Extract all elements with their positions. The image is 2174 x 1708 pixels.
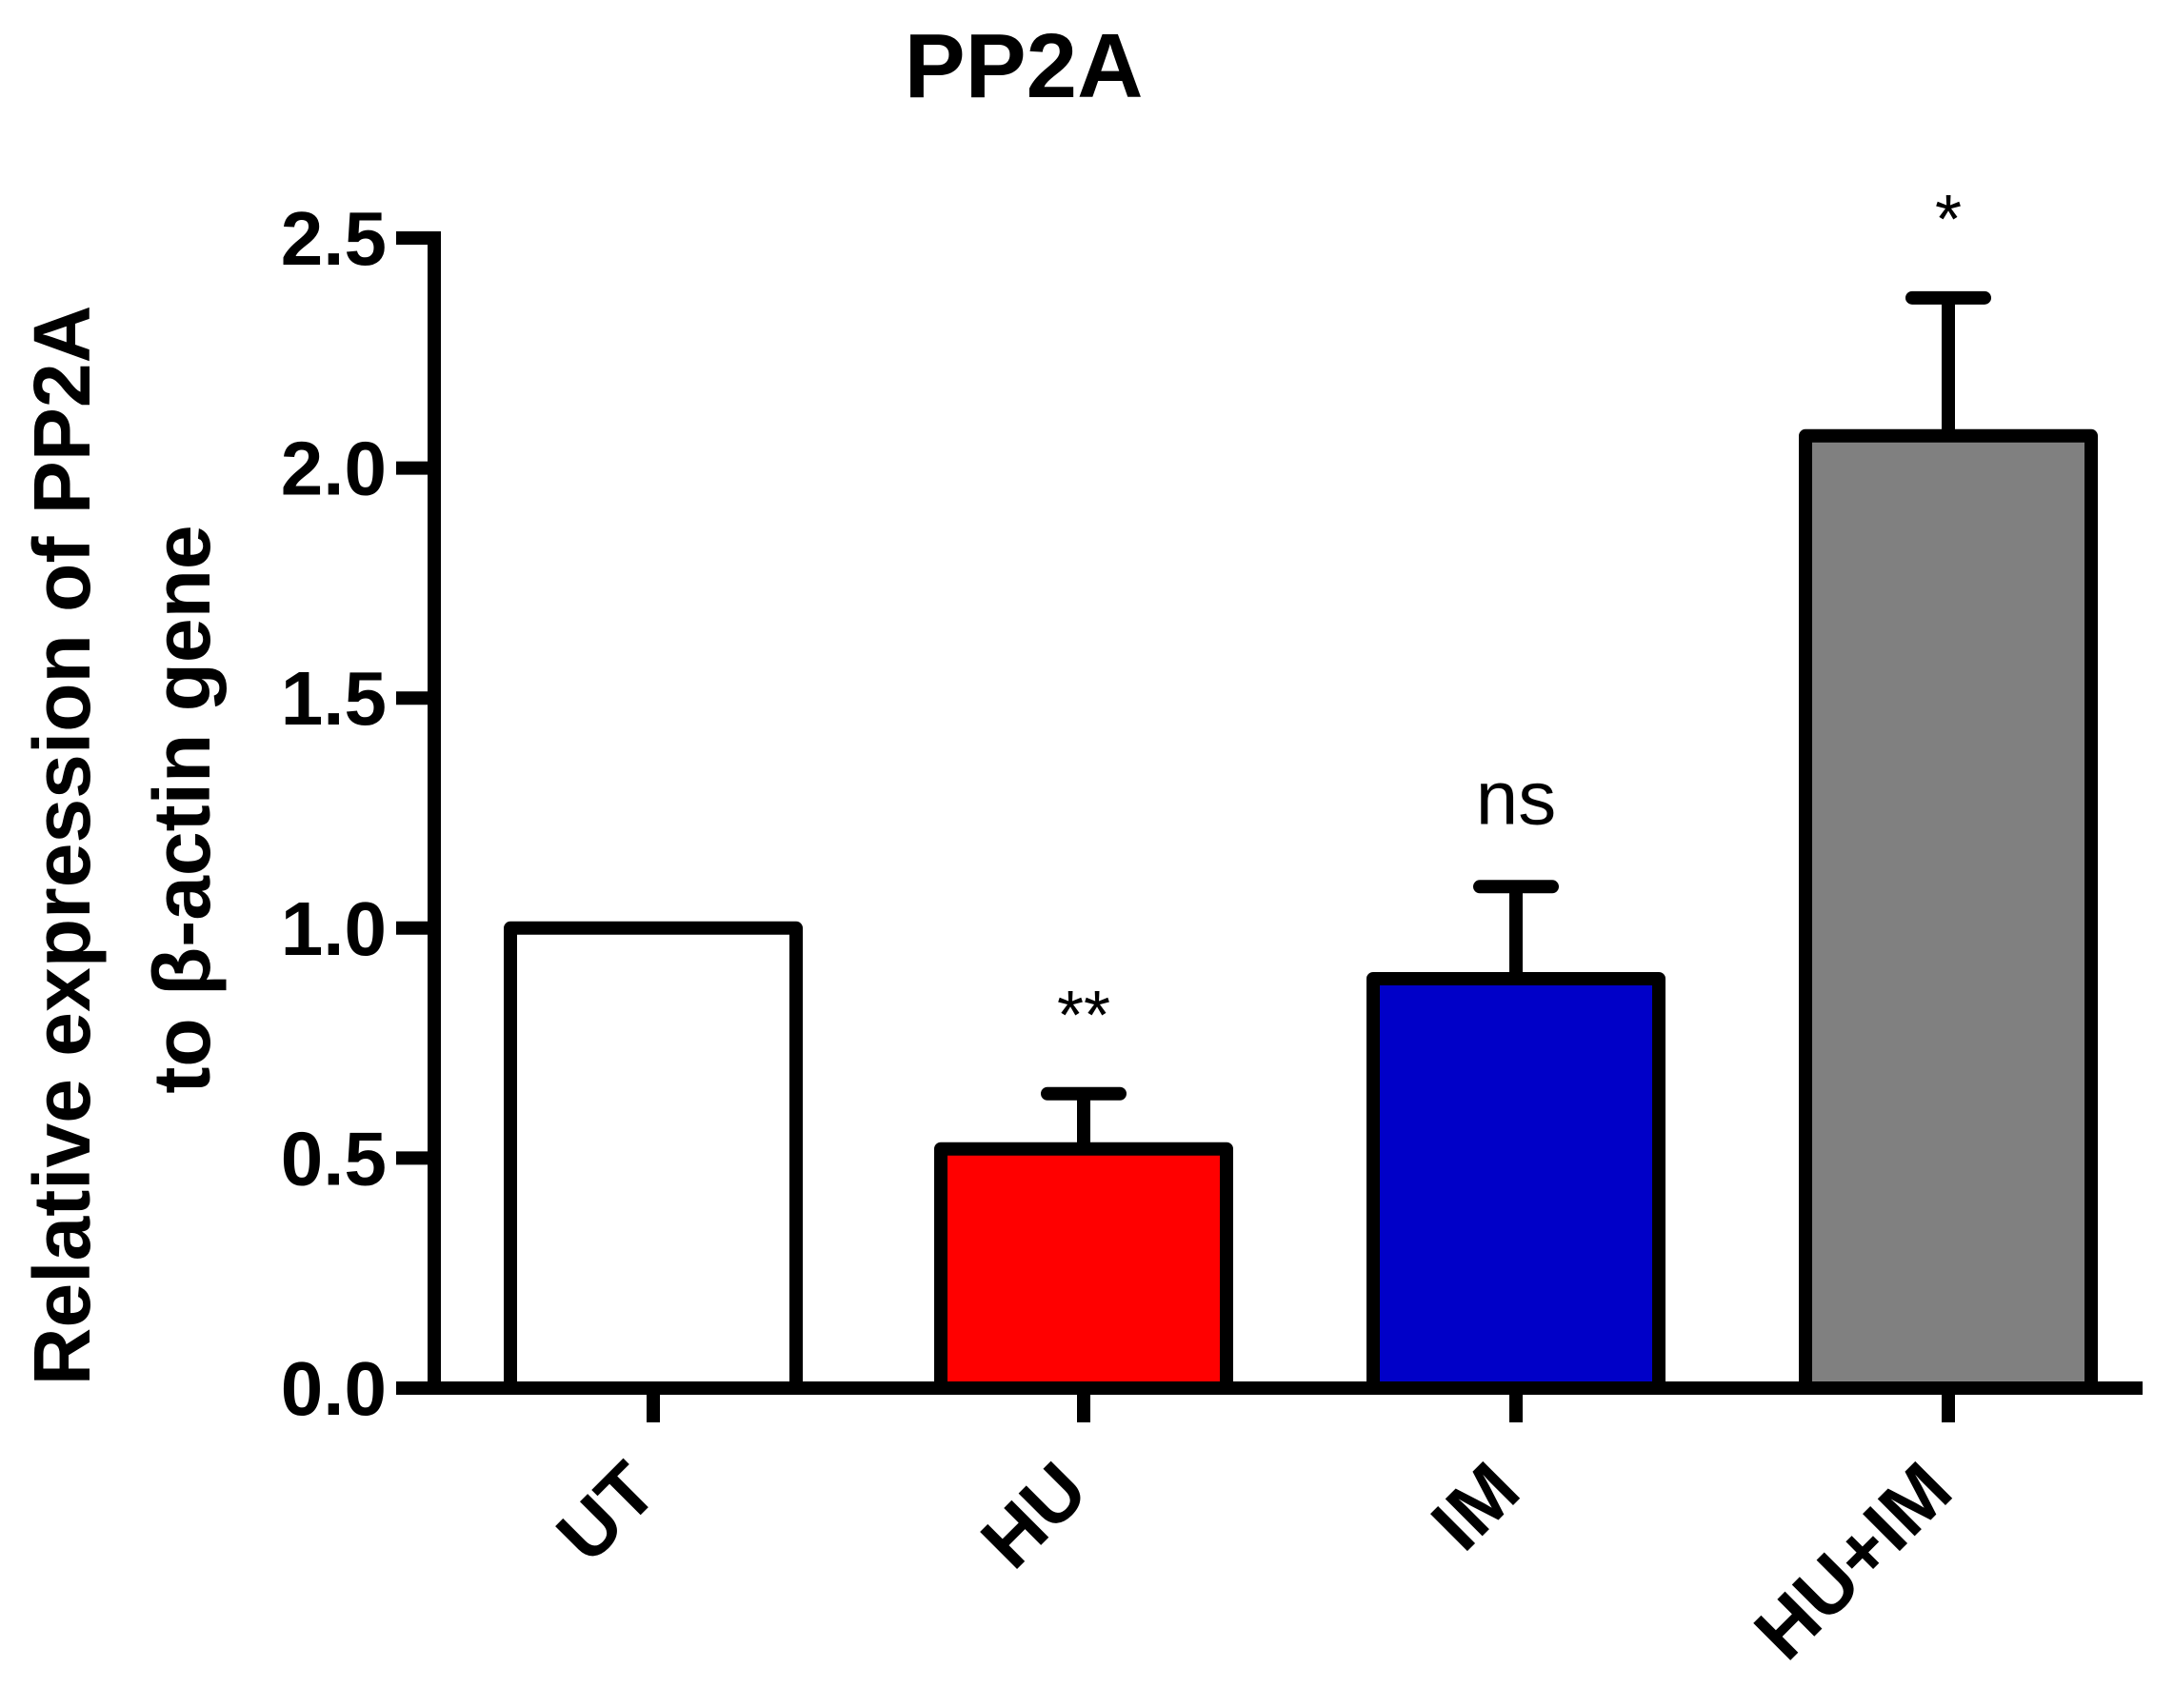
x-tick-label-hu-im: HU+IM (1739, 1446, 1968, 1676)
bar-hu (934, 1142, 1233, 1395)
y-tick-label-1.5: 1.5 (281, 656, 387, 741)
y-tick-label-2.0: 2.0 (281, 427, 387, 511)
x-tick-label-im: IM (1415, 1446, 1535, 1566)
x-tick-label-hu: HU (965, 1446, 1103, 1584)
significance-hu: ** (1057, 978, 1110, 1054)
bar-im (1366, 971, 1665, 1396)
y-tick-label-2.5: 2.5 (281, 196, 387, 281)
labels-layer: ** ns * 0.0 0.5 1.0 1.5 2.0 2.5 UT HU IM HU+IM (281, 182, 1967, 1676)
y-axis-label: Relative expression of PP2A to β-actin g… (17, 306, 227, 1385)
axes-layer (396, 231, 2143, 1422)
y-tick-label-0.0: 0.0 (281, 1346, 387, 1431)
y-tick-label-1.0: 1.0 (281, 886, 387, 971)
chart-title: PP2A (905, 15, 1144, 117)
y-axis-label-line1: Relative expression of PP2A (17, 306, 107, 1385)
x-tick-label-ut: UT (541, 1446, 672, 1578)
significance-hu-im: * (1935, 182, 1962, 258)
significance-im: ns (1476, 755, 1557, 840)
bars-layer (504, 290, 2098, 1396)
y-tick-label-0.5: 0.5 (281, 1116, 387, 1201)
bar-ut (504, 921, 803, 1395)
bar-hu-im (1799, 428, 2098, 1395)
y-axis-label-line2: to β-actin gene (137, 525, 227, 1093)
